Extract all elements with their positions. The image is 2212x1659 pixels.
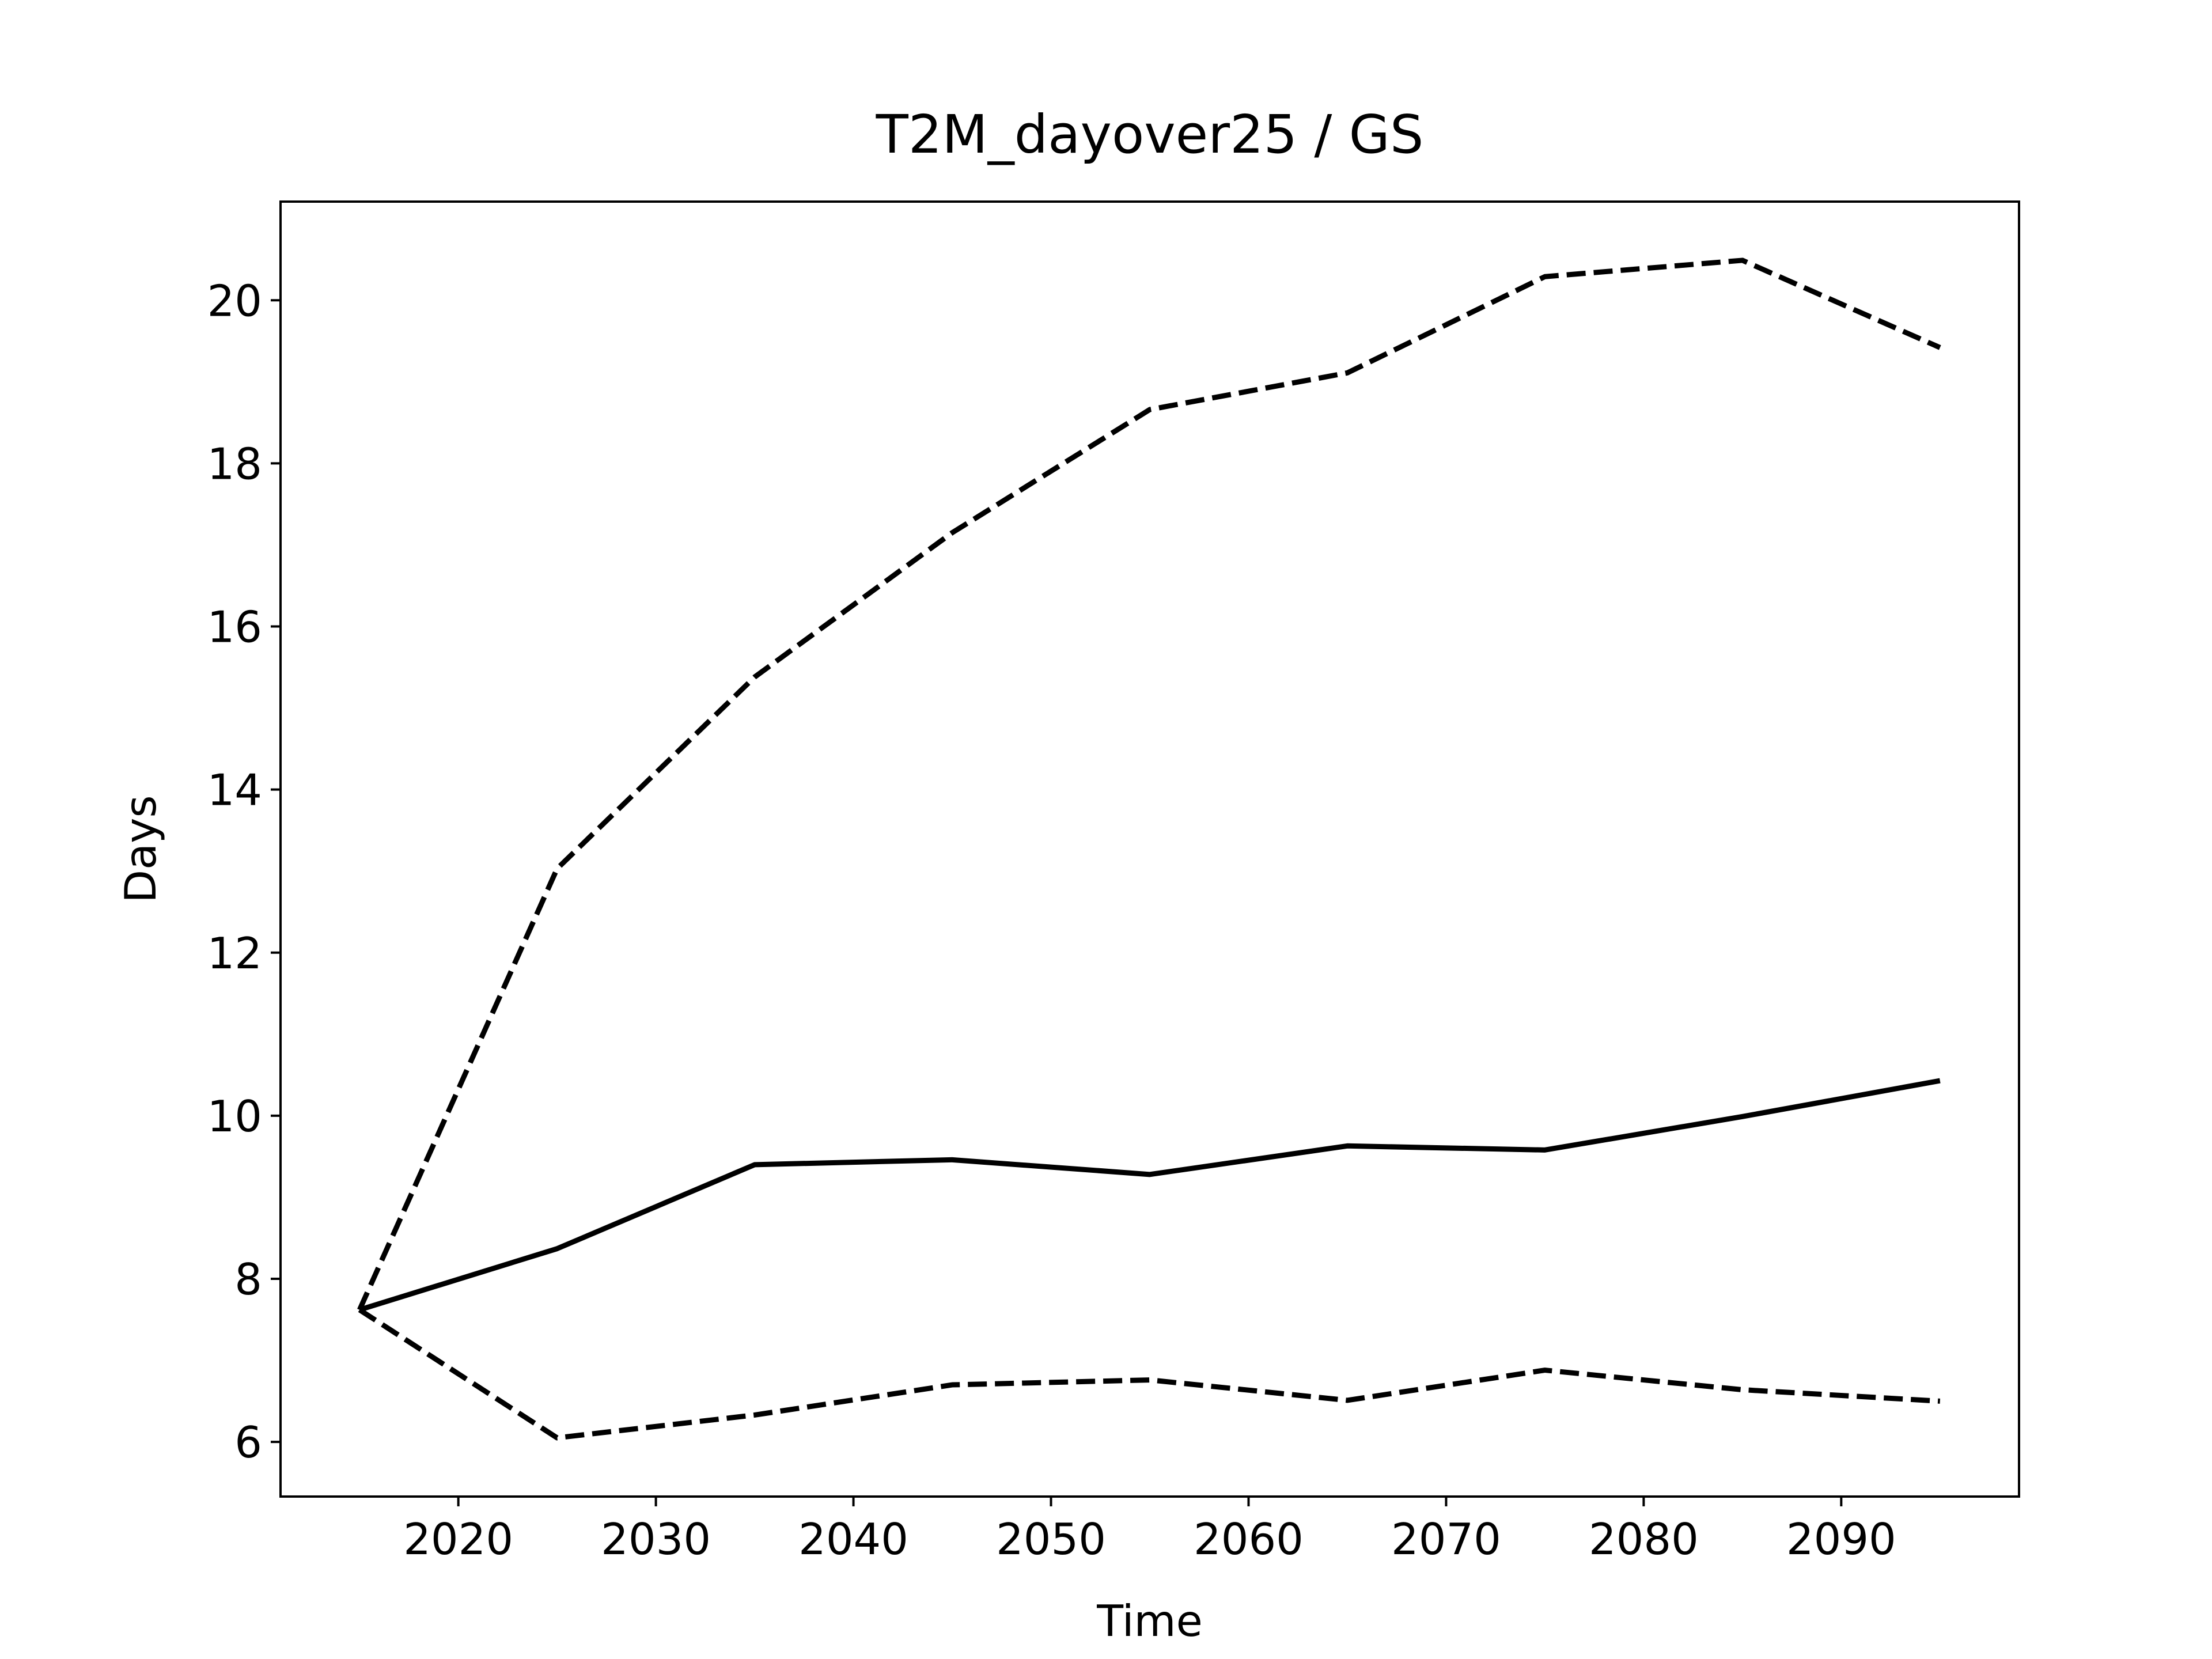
y-tick-label: 12 [207, 928, 262, 979]
x-tick-label: 2080 [1589, 1514, 1699, 1565]
plot-frame [279, 200, 2020, 1498]
y-tick-label: 8 [234, 1254, 262, 1305]
line-series [358, 1078, 1941, 1313]
y-tick-label: 20 [207, 275, 262, 326]
y-tick-label: 16 [207, 602, 262, 653]
line-series [358, 1308, 1941, 1441]
y-tick-label: 6 [234, 1417, 262, 1468]
x-tick-label: 2040 [798, 1514, 908, 1565]
y-tick-label: 14 [207, 765, 262, 816]
x-tick-label: 2090 [1786, 1514, 1896, 1565]
y-tick-label: 18 [207, 438, 262, 489]
chart-title: T2M_dayover25 / GS [876, 104, 1424, 165]
y-tick-label: 10 [207, 1091, 262, 1142]
x-tick-label: 2050 [996, 1514, 1106, 1565]
x-tick-label: 2030 [601, 1514, 711, 1565]
x-tick-label: 2020 [403, 1514, 513, 1565]
x-axis-label: Time [1096, 1596, 1203, 1646]
y-axis-label: Days [115, 795, 166, 903]
line-series [357, 257, 1941, 1311]
x-tick-label: 2070 [1391, 1514, 1501, 1565]
x-tick-label: 2060 [1194, 1514, 1304, 1565]
